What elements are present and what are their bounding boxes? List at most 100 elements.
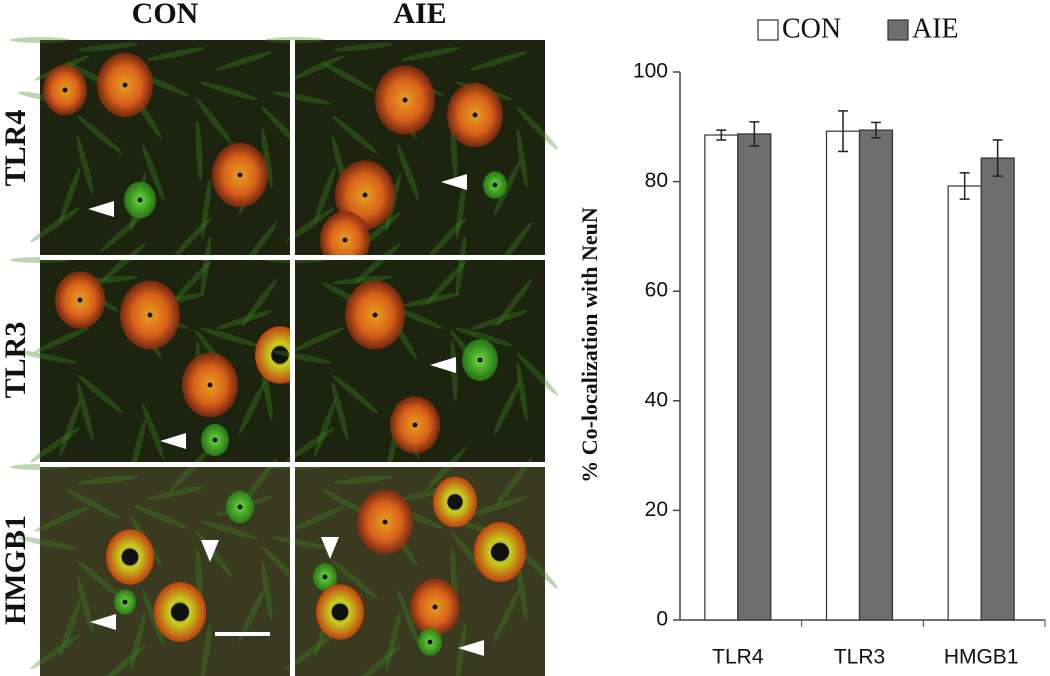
fiber	[289, 327, 345, 353]
fiber	[333, 42, 393, 52]
row-label: TLR4	[0, 110, 32, 187]
fiber	[495, 457, 533, 507]
nucleolus	[490, 542, 510, 562]
bar	[858, 129, 894, 621]
nucleolus	[207, 382, 213, 388]
nucleolus	[382, 519, 388, 525]
micrograph	[10, 236, 305, 478]
nucleolus	[472, 112, 478, 118]
fiber	[170, 260, 212, 306]
y-tick-label: 40	[645, 388, 668, 411]
fiber	[130, 611, 146, 671]
nucleolus	[121, 548, 139, 566]
micrograph	[10, 37, 303, 271]
fiber	[195, 121, 203, 181]
bar	[704, 134, 739, 621]
micrograph	[265, 236, 558, 478]
nucleolus	[137, 197, 143, 203]
arrowhead	[321, 537, 339, 559]
fiber	[516, 561, 528, 621]
fiber	[516, 361, 528, 421]
fiber	[78, 42, 138, 52]
fiber	[261, 128, 273, 188]
fiber	[59, 166, 81, 224]
fiber	[470, 51, 528, 71]
nucleolus	[402, 97, 408, 103]
error-bar	[716, 129, 727, 141]
fiber	[285, 427, 335, 463]
fiber	[425, 216, 467, 262]
fiber	[30, 427, 80, 463]
fiber	[333, 475, 393, 485]
nucleolus	[372, 312, 378, 318]
fiber	[215, 310, 273, 330]
fiber	[331, 115, 379, 155]
fiber	[455, 624, 467, 676]
fiber	[76, 115, 124, 155]
y-tick-label: 100	[633, 60, 668, 83]
fiber	[100, 212, 146, 252]
arrowhead	[430, 357, 456, 373]
micrograph	[265, 446, 558, 676]
error-bar	[992, 139, 1003, 177]
error-bar	[959, 172, 970, 200]
fiber	[455, 236, 467, 296]
fiber	[285, 634, 335, 670]
fiber	[385, 611, 401, 671]
fiber	[470, 496, 528, 516]
nucleolus	[342, 237, 348, 243]
fiber	[355, 645, 401, 676]
fiber	[34, 506, 90, 532]
y-tick-label: 0	[656, 608, 668, 631]
micrograph	[265, 37, 558, 271]
y-tick-label: 60	[645, 279, 668, 302]
fiber	[289, 506, 345, 532]
arrowhead	[458, 640, 484, 656]
fiber	[331, 560, 379, 600]
fiber	[146, 47, 206, 61]
x-tick-label: TLR4	[712, 646, 764, 669]
error-bar	[749, 121, 760, 147]
fiber	[59, 399, 81, 457]
row-label: TLR3	[0, 322, 32, 399]
arrowhead	[88, 201, 114, 217]
fiber	[66, 489, 120, 519]
fiber	[240, 278, 278, 328]
x-tick-label: TLR3	[834, 646, 885, 669]
fiber	[170, 216, 212, 262]
y-tick-label: 80	[645, 169, 668, 192]
nucleolus	[237, 504, 243, 510]
fiber	[396, 143, 420, 201]
fiber	[355, 243, 401, 283]
fiber	[200, 520, 258, 540]
arrowhead	[441, 174, 467, 190]
bar	[947, 185, 982, 621]
scale-bar	[215, 632, 270, 636]
arrowhead	[160, 433, 186, 449]
fiber	[285, 207, 335, 243]
nucleolus	[122, 599, 128, 605]
fiber	[272, 91, 332, 105]
fiber	[289, 55, 345, 81]
fiber	[493, 161, 521, 215]
fiber	[100, 243, 146, 283]
fiber	[76, 560, 124, 600]
panel-divider	[40, 255, 545, 260]
fiber	[200, 624, 212, 676]
legend-label: CON	[782, 13, 841, 44]
fiber	[331, 374, 379, 414]
nucleolus	[447, 494, 463, 510]
nucleolus	[77, 297, 83, 303]
fiber	[401, 293, 461, 307]
fiber	[195, 97, 233, 145]
fiber	[10, 37, 70, 43]
nucleolus	[237, 172, 243, 178]
column-label: CON	[132, 0, 199, 30]
fiber	[238, 588, 266, 642]
fiber	[495, 278, 533, 328]
fiber	[30, 207, 80, 243]
y-axis-label: % Co-localization with NeuN	[577, 207, 602, 483]
nucleolus	[492, 182, 498, 188]
fiber	[516, 128, 528, 188]
fiber	[200, 81, 258, 101]
